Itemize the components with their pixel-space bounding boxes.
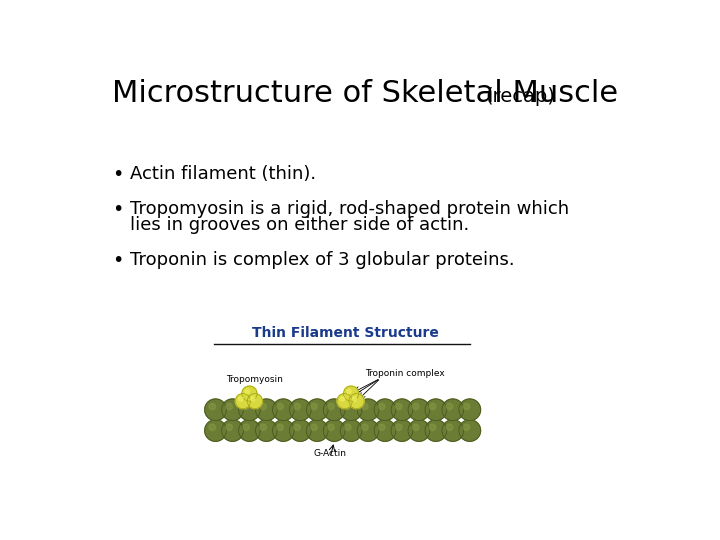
Circle shape xyxy=(294,424,300,430)
Circle shape xyxy=(204,420,226,441)
Circle shape xyxy=(251,397,255,401)
Text: •: • xyxy=(112,200,123,219)
Circle shape xyxy=(289,420,311,441)
Circle shape xyxy=(337,394,352,409)
Circle shape xyxy=(391,399,413,421)
Circle shape xyxy=(243,403,249,410)
Text: lies in grooves on either side of actin.: lies in grooves on either side of actin. xyxy=(130,217,469,234)
Circle shape xyxy=(276,403,284,410)
Circle shape xyxy=(341,397,345,401)
Circle shape xyxy=(238,397,243,401)
Circle shape xyxy=(408,420,430,441)
Circle shape xyxy=(361,424,368,430)
Circle shape xyxy=(256,420,277,441)
Text: Tropomyosin is a rigid, rod-shaped protein which: Tropomyosin is a rigid, rod-shaped prote… xyxy=(130,200,570,218)
Circle shape xyxy=(425,399,446,421)
Circle shape xyxy=(345,403,351,410)
Circle shape xyxy=(379,403,385,410)
Circle shape xyxy=(413,424,419,430)
Circle shape xyxy=(408,399,430,421)
Text: Microstructure of Skeletal Muscle: Microstructure of Skeletal Muscle xyxy=(112,79,618,108)
Text: Thin Filament Structure: Thin Filament Structure xyxy=(252,327,439,340)
Circle shape xyxy=(226,403,233,410)
Circle shape xyxy=(323,420,345,441)
Circle shape xyxy=(446,403,453,410)
Circle shape xyxy=(226,424,233,430)
Circle shape xyxy=(463,424,469,430)
Circle shape xyxy=(459,420,481,441)
Text: Troponin complex: Troponin complex xyxy=(365,369,445,378)
Circle shape xyxy=(235,394,251,409)
Circle shape xyxy=(352,397,356,401)
Circle shape xyxy=(413,403,419,410)
Circle shape xyxy=(272,399,294,421)
Circle shape xyxy=(425,420,446,441)
Circle shape xyxy=(442,399,464,421)
Circle shape xyxy=(243,424,249,430)
Circle shape xyxy=(349,394,364,409)
Circle shape xyxy=(343,386,359,401)
Circle shape xyxy=(374,399,396,421)
Circle shape xyxy=(357,420,379,441)
Circle shape xyxy=(307,399,328,421)
Circle shape xyxy=(289,399,311,421)
Circle shape xyxy=(446,424,453,430)
Circle shape xyxy=(204,399,226,421)
Text: (recap): (recap) xyxy=(485,87,555,106)
Circle shape xyxy=(323,399,345,421)
Circle shape xyxy=(245,389,249,394)
Circle shape xyxy=(395,403,402,410)
Circle shape xyxy=(429,403,436,410)
Circle shape xyxy=(260,403,266,410)
Circle shape xyxy=(361,403,368,410)
Text: •: • xyxy=(112,165,123,184)
Circle shape xyxy=(272,420,294,441)
Circle shape xyxy=(311,424,318,430)
Circle shape xyxy=(379,424,385,430)
Circle shape xyxy=(357,399,379,421)
Circle shape xyxy=(429,424,436,430)
Circle shape xyxy=(247,394,263,409)
Circle shape xyxy=(328,403,334,410)
Circle shape xyxy=(463,403,469,410)
Circle shape xyxy=(209,424,215,430)
Circle shape xyxy=(341,420,362,441)
Circle shape xyxy=(260,424,266,430)
Circle shape xyxy=(238,399,261,421)
Circle shape xyxy=(345,424,351,430)
Text: Actin filament (thin).: Actin filament (thin). xyxy=(130,165,316,183)
Circle shape xyxy=(395,424,402,430)
Circle shape xyxy=(442,420,464,441)
Circle shape xyxy=(341,399,362,421)
Circle shape xyxy=(459,399,481,421)
Circle shape xyxy=(294,403,300,410)
Circle shape xyxy=(328,424,334,430)
Circle shape xyxy=(311,403,318,410)
Text: Troponin is complex of 3 globular proteins.: Troponin is complex of 3 globular protei… xyxy=(130,251,515,269)
Text: Tropomyosin: Tropomyosin xyxy=(225,375,282,384)
Circle shape xyxy=(238,420,261,441)
Circle shape xyxy=(242,386,257,401)
Circle shape xyxy=(391,420,413,441)
Text: •: • xyxy=(112,251,123,270)
Circle shape xyxy=(307,420,328,441)
Circle shape xyxy=(276,424,284,430)
Circle shape xyxy=(374,420,396,441)
Circle shape xyxy=(222,420,243,441)
Circle shape xyxy=(256,399,277,421)
Circle shape xyxy=(209,403,215,410)
Circle shape xyxy=(347,389,351,394)
Text: G-Actin: G-Actin xyxy=(314,449,347,457)
Circle shape xyxy=(222,399,243,421)
